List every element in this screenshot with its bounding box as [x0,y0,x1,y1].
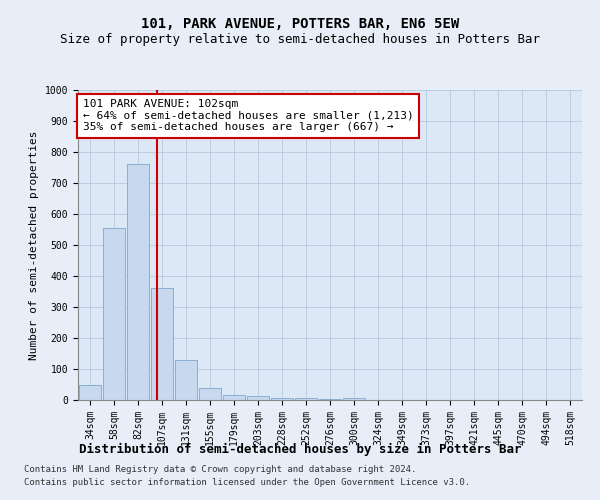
Text: Size of property relative to semi-detached houses in Potters Bar: Size of property relative to semi-detach… [60,32,540,46]
Bar [127,164,149,400]
Bar [199,388,221,400]
Bar [79,384,101,400]
Bar [151,288,173,400]
Y-axis label: Number of semi-detached properties: Number of semi-detached properties [29,130,39,360]
Bar [271,398,293,400]
Bar [103,228,125,400]
Text: Contains public sector information licensed under the Open Government Licence v3: Contains public sector information licen… [24,478,470,487]
Bar [247,396,269,400]
Text: 101 PARK AVENUE: 102sqm
← 64% of semi-detached houses are smaller (1,213)
35% of: 101 PARK AVENUE: 102sqm ← 64% of semi-de… [83,100,414,132]
Bar [295,398,317,400]
Text: 101, PARK AVENUE, POTTERS BAR, EN6 5EW: 101, PARK AVENUE, POTTERS BAR, EN6 5EW [141,18,459,32]
Bar [175,360,197,400]
Text: Contains HM Land Registry data © Crown copyright and database right 2024.: Contains HM Land Registry data © Crown c… [24,466,416,474]
Bar [343,398,365,400]
Text: Distribution of semi-detached houses by size in Potters Bar: Distribution of semi-detached houses by … [79,442,521,456]
Bar [223,396,245,400]
